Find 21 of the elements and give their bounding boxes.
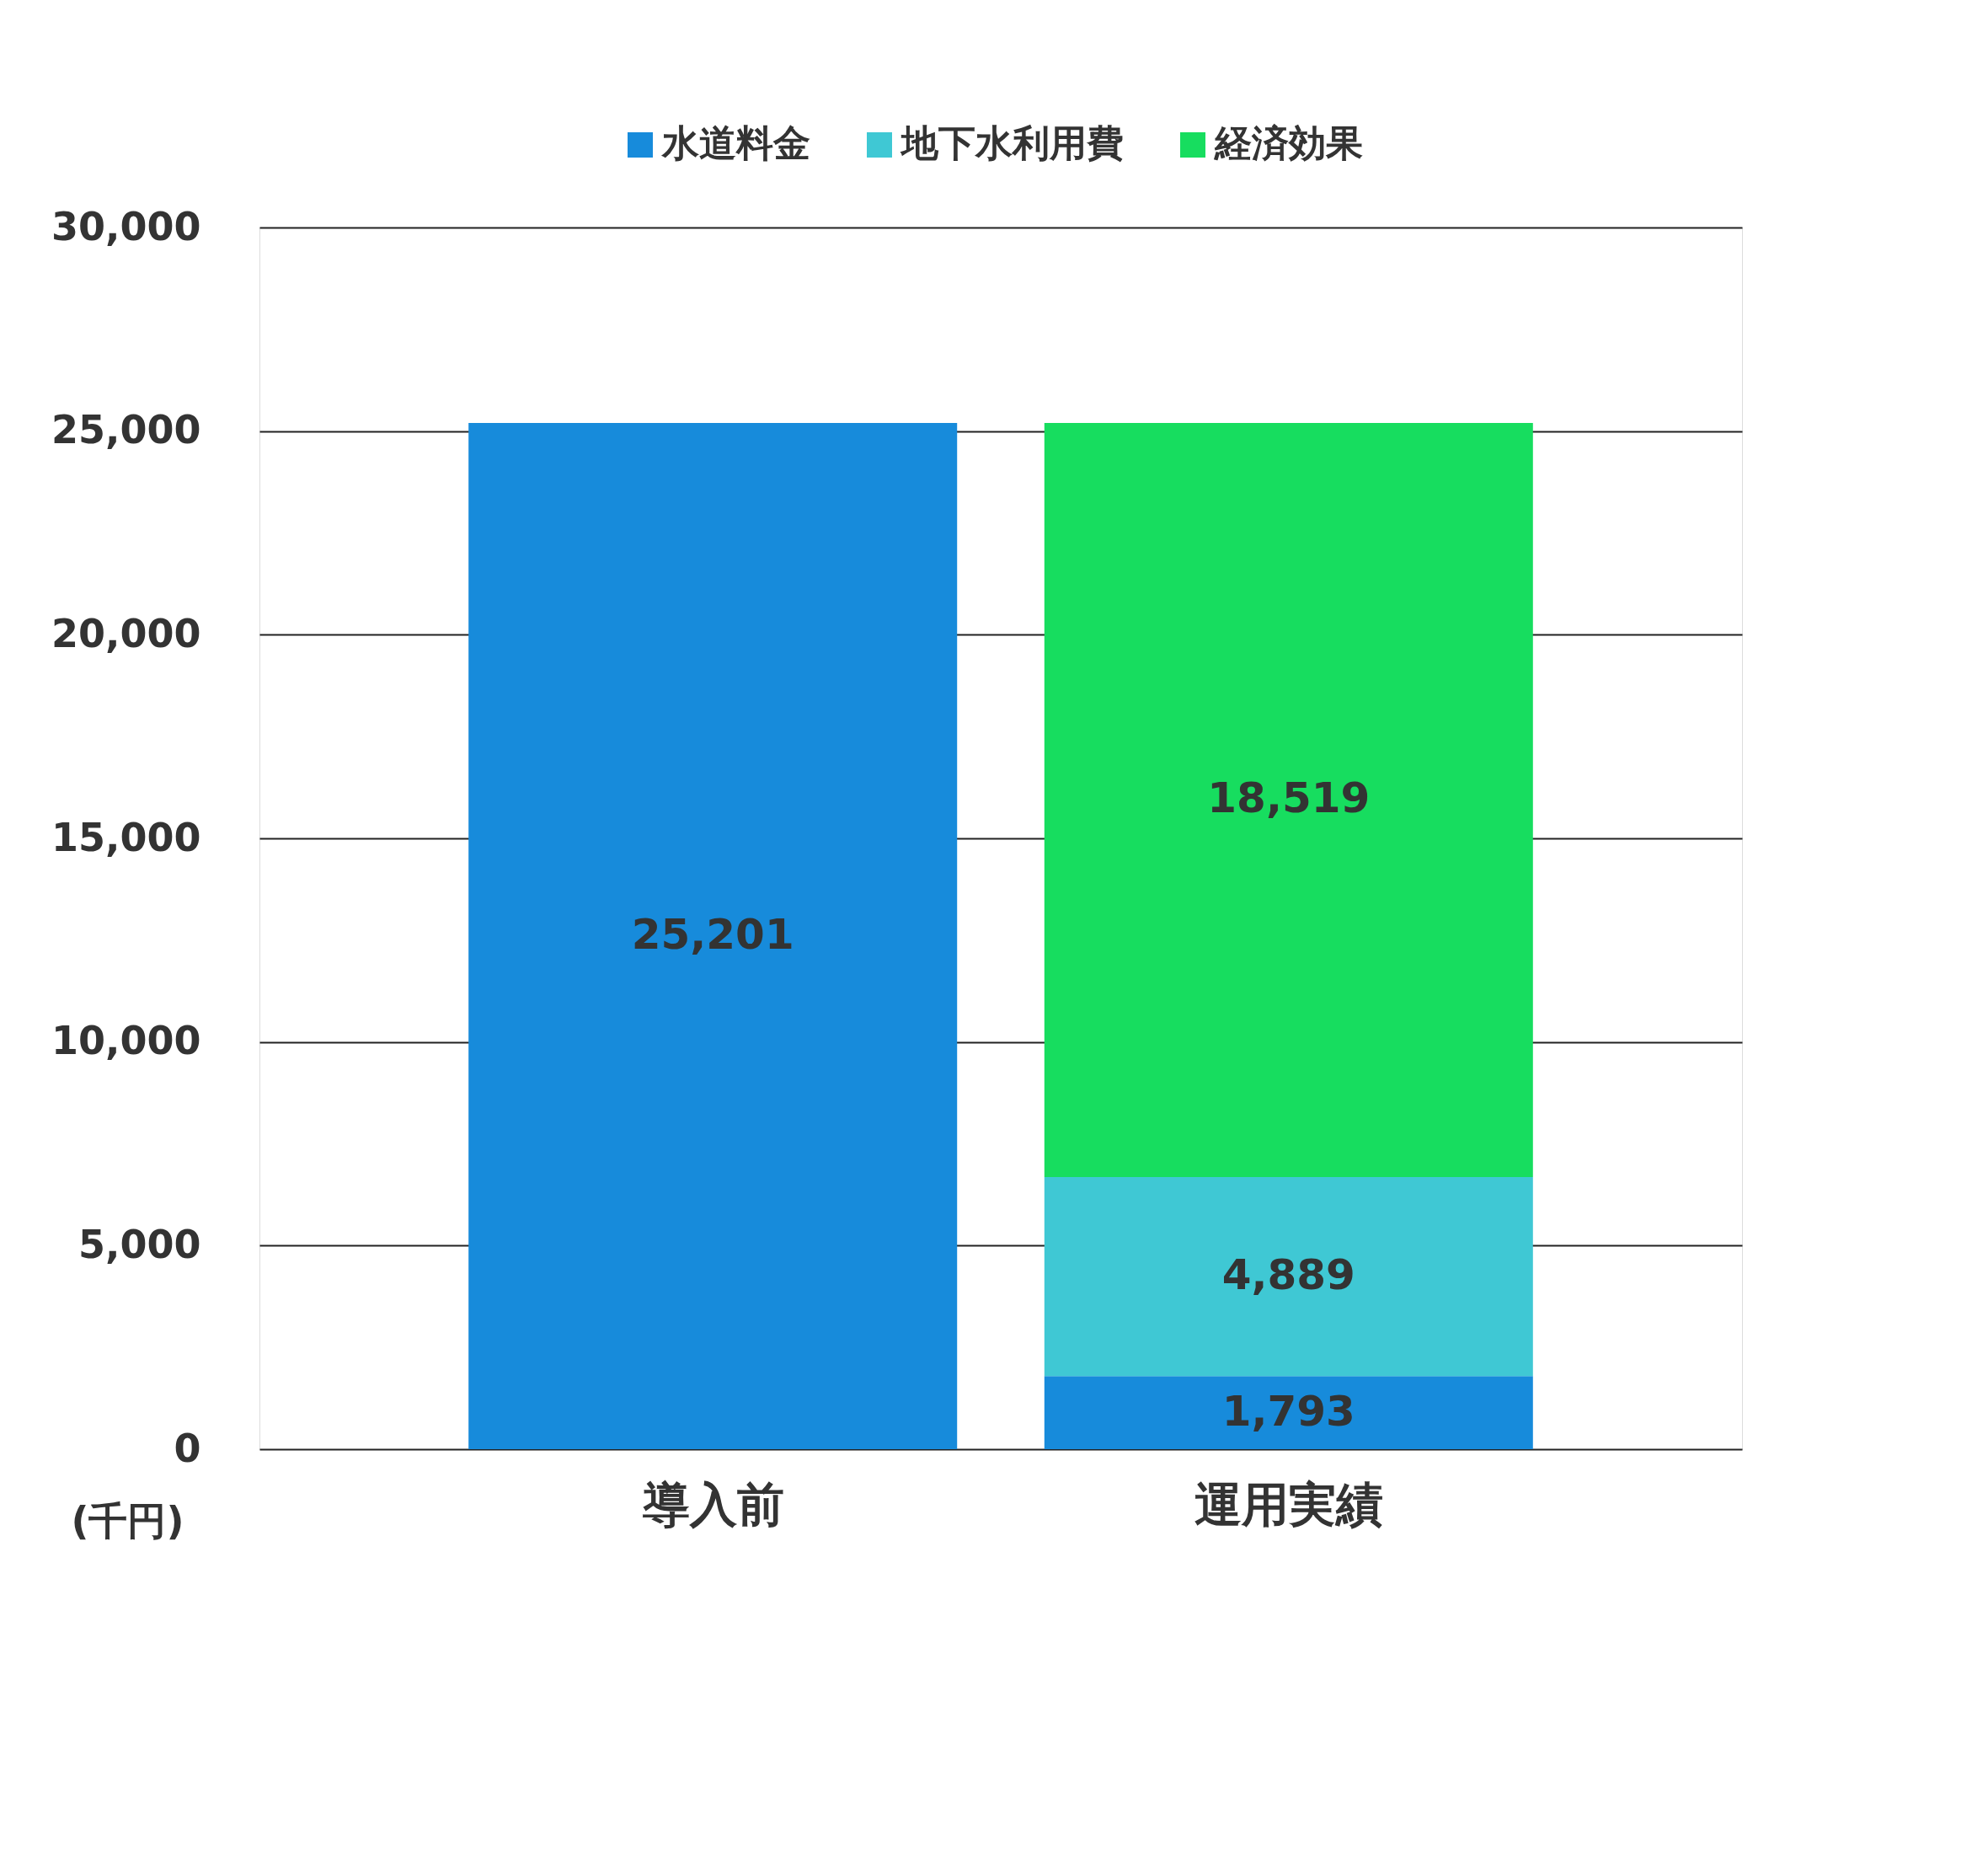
data-label: 4,889 — [1221, 1250, 1355, 1300]
legend-label: 水道料金 — [660, 121, 810, 164]
data-label: 1,793 — [1221, 1386, 1355, 1436]
bar — [1044, 1376, 1533, 1449]
bar — [1044, 1177, 1533, 1377]
y-tick-label: 5,000 — [77, 1221, 201, 1267]
y-tick-label: 10,000 — [51, 1018, 201, 1064]
y-tick-label: 30,000 — [51, 203, 201, 249]
data-label: 25,201 — [631, 909, 794, 959]
y-tick-label: 0 — [174, 1425, 201, 1471]
y-tick-label: 20,000 — [51, 610, 201, 656]
y-axis-title: (千円) — [71, 1497, 184, 1544]
x-tick-label: 運用実績 — [1194, 1476, 1384, 1532]
data-label: 18,519 — [1207, 773, 1371, 823]
legend-label: 地下水利用費 — [900, 121, 1124, 164]
y-tick-label: 25,000 — [51, 407, 201, 453]
y-tick-label: 15,000 — [51, 814, 201, 860]
bar — [468, 422, 958, 1449]
bar — [1044, 422, 1533, 1178]
x-tick-label: 導入前 — [641, 1476, 784, 1532]
legend-label: 経済効果 — [1213, 121, 1363, 164]
